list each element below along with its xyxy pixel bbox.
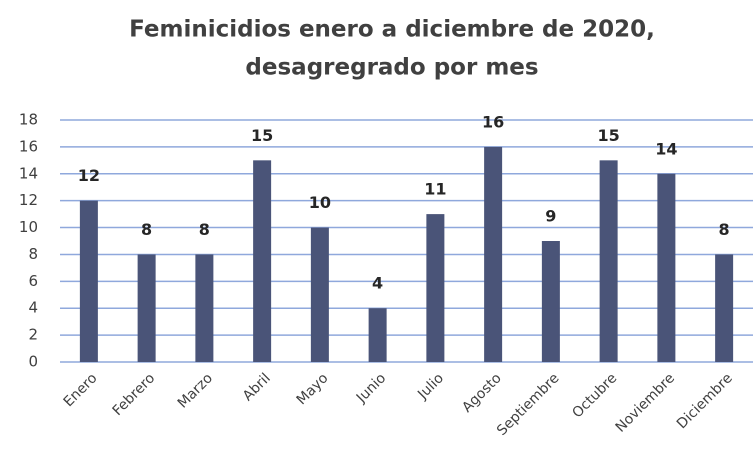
x-tick-label: Marzo	[175, 370, 216, 411]
bar	[368, 308, 387, 362]
value-label: 9	[545, 207, 556, 226]
y-tick-label: 2	[28, 326, 38, 344]
bar	[715, 254, 734, 362]
bar	[253, 160, 272, 362]
value-label: 8	[141, 220, 152, 239]
y-tick-label: 16	[19, 137, 38, 155]
x-tick-label: Diciembre	[674, 370, 736, 432]
y-tick-label: 0	[28, 353, 38, 371]
bar	[484, 146, 503, 362]
value-label: 11	[424, 180, 446, 199]
value-label: 15	[597, 126, 619, 145]
x-tick-label: Febrero	[110, 370, 159, 419]
value-label: 14	[655, 139, 677, 158]
chart-title: Feminicidios enero a diciembre de 2020,	[129, 17, 655, 43]
y-tick-label: 18	[19, 111, 38, 129]
y-tick-label: 4	[28, 299, 38, 317]
bar	[541, 241, 560, 362]
x-tick-label: Enero	[61, 370, 101, 410]
x-tick-label: Octubre	[569, 370, 620, 421]
x-tick-label: Septiembre	[494, 370, 563, 439]
bar	[657, 173, 676, 362]
bar	[599, 160, 618, 362]
value-label: 10	[309, 193, 331, 212]
x-tick-label: Agosto	[459, 370, 505, 416]
chart-title: desagregrado por mes	[245, 55, 538, 81]
x-tick-label: Junio	[353, 370, 389, 406]
value-label: 4	[372, 274, 383, 293]
value-label: 8	[199, 220, 210, 239]
bar	[310, 227, 329, 362]
bar	[426, 214, 445, 362]
y-tick-label: 6	[28, 272, 38, 290]
bar	[79, 200, 98, 362]
value-label: 15	[251, 126, 273, 145]
value-label: 8	[719, 220, 730, 239]
y-tick-label: 14	[19, 164, 38, 182]
y-tick-label: 10	[19, 218, 38, 236]
x-tick-label: Mayo	[294, 370, 332, 408]
value-label: 12	[78, 166, 100, 185]
x-tick-label: Noviembre	[613, 370, 678, 435]
x-tick-label: Abril	[240, 370, 274, 404]
value-label: 16	[482, 112, 504, 131]
bar	[137, 254, 156, 362]
bar	[195, 254, 214, 362]
y-tick-label: 12	[19, 191, 38, 209]
y-tick-label: 8	[28, 245, 38, 263]
x-tick-label: Julio	[414, 370, 447, 403]
